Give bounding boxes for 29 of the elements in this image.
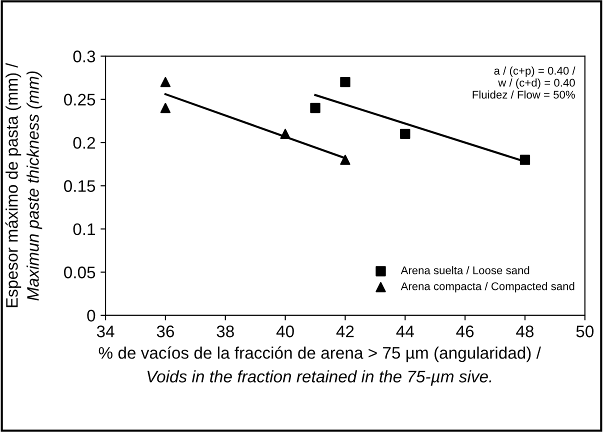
y-tick-label: 0 [87, 310, 96, 322]
point [400, 128, 410, 140]
y-tick-label: 0.15 [64, 180, 96, 192]
x-tick-label: 42 [336, 326, 354, 338]
y-tick-label: 0.05 [64, 266, 96, 278]
x-tick-label: 50 [576, 326, 594, 338]
y-tick-label: 0.2 [73, 136, 95, 149]
y-tick-label: 0.1 [73, 223, 95, 236]
legend-label: Arena compacta / Compacted sand [400, 282, 574, 292]
point [280, 128, 290, 140]
x-tick-label: 38 [216, 326, 234, 338]
x-axis-title: % de vacíos de la fracción de arena > 75 µm (angularidad) / Voids in the fraction retained in the 75-µm sive. [98, 346, 541, 386]
point [160, 76, 171, 88]
point [340, 154, 350, 165]
x-tick-label: 48 [516, 326, 534, 338]
point [310, 102, 320, 114]
x-tick-label: 44 [396, 326, 414, 338]
point [520, 154, 530, 165]
x-tick-label: 36 [156, 326, 174, 338]
x-tick-label: 46 [456, 326, 474, 338]
x-tick-label: 34 [96, 326, 114, 338]
legend-label: Arena suelta / Loose sand [400, 266, 530, 274]
y-tick-label: 0.3 [73, 50, 96, 62]
y-axis-title: Espesor máximo de pasta (mm) / Maximun paste thickness (mm) [5, 63, 42, 308]
point [340, 76, 350, 88]
point [160, 102, 171, 114]
y-tick-label: 0.25 [64, 94, 96, 106]
x-tick-label: 40 [276, 326, 294, 338]
annotation: a / (c+p) = 0.40 / w / (c+d) = 0.40 Fluidez / Flow = 50% [472, 66, 576, 99]
